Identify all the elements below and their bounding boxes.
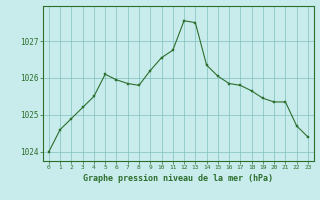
X-axis label: Graphe pression niveau de la mer (hPa): Graphe pression niveau de la mer (hPa) — [84, 174, 273, 183]
